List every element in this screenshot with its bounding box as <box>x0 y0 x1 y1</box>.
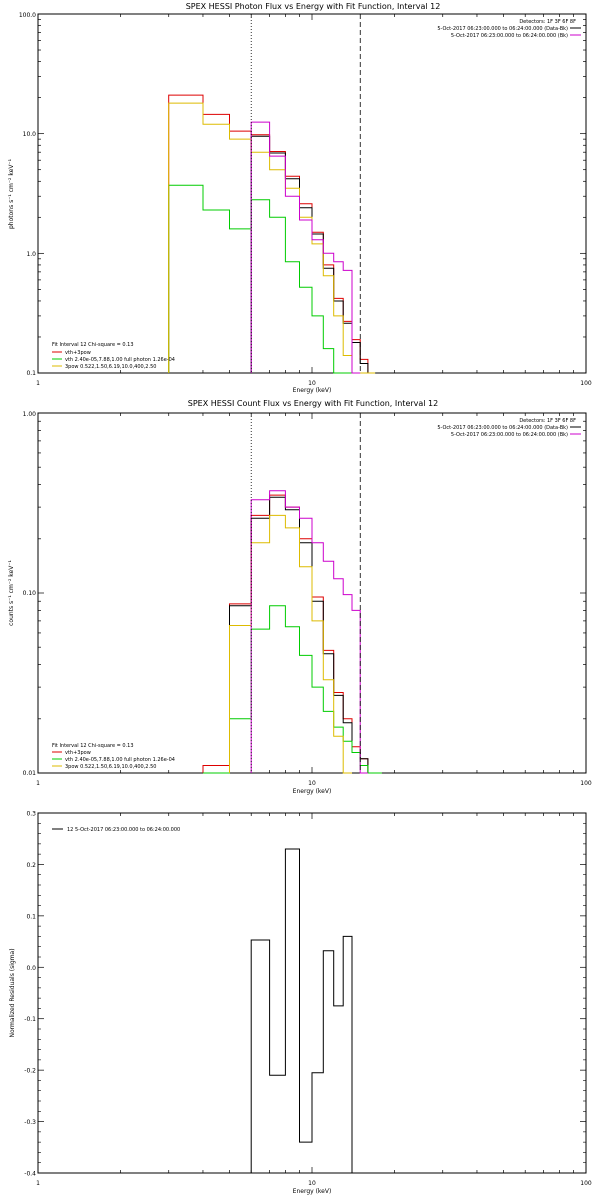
photon-x-axis-label: Energy (keV) <box>293 387 332 394</box>
count-series <box>202 490 382 774</box>
residuals-ytick-label: -0.4 <box>24 1171 36 1178</box>
count-axis-ticks <box>37 413 587 774</box>
photon-axis-ticks <box>37 14 587 374</box>
photon-xtick-1: 1 <box>36 380 40 387</box>
residuals-panel: 1 10 100 -0.4 -0.3 -0.2 -0.1 0.0 0.1 0.2 0.3 En… <box>9 811 592 1196</box>
residuals-yticks: -0.4 -0.3 -0.2 -0.1 0.0 0.1 0.2 0.3 <box>24 811 36 1178</box>
count-ytick-2: 1.00 <box>23 411 37 418</box>
count-legend-fit-header: Fit Interval 12 Chi-square = 0.13 <box>52 743 134 749</box>
photon-chart-title: SPEX HESSI Photon Flux vs Energy with Fi… <box>186 2 441 11</box>
photon-series-1 <box>250 135 376 374</box>
residuals-ytick-label: 0.1 <box>26 913 36 920</box>
photon-series-4 <box>250 121 361 374</box>
count-x-axis-label: Energy (keV) <box>293 788 332 795</box>
photon-legend-bottomleft: Fit Interval 12 Chi-square = 0.13 vth+3p… <box>52 342 175 370</box>
residuals-xtick-1: 1 <box>36 1180 40 1187</box>
photon-legend-detectors: Detectors: 1F 3F 6F 8F <box>519 19 576 25</box>
photon-legend-databk: 5-Oct-2017 06:23:00.000 to 06:24:00.000 … <box>437 26 568 32</box>
photon-ytick-2: 10.0 <box>23 131 37 138</box>
count-ytick-0: 0.01 <box>23 770 37 777</box>
count-legend-bottomleft: Fit Interval 12 Chi-square = 0.13 vth+3p… <box>52 743 175 770</box>
count-series-1 <box>229 496 369 773</box>
residuals-ytick-label: 0.2 <box>26 862 36 869</box>
count-series-3 <box>229 514 352 774</box>
photon-xtick-10: 10 <box>308 380 316 387</box>
residuals-ytick-label: -0.2 <box>24 1068 36 1075</box>
photon-ytick-1: 1.0 <box>26 251 36 258</box>
residuals-axis-ticks <box>37 812 587 1174</box>
photon-legend-topright: Detectors: 1F 3F 6F 8F 5-Oct-2017 06:23:… <box>437 19 581 39</box>
residuals-ytick-label: 0.3 <box>26 811 36 818</box>
photon-plot-frame <box>37 13 587 374</box>
count-legend-bk: 5-Oct-2017 06:23:00.000 to 06:24:00.000 … <box>451 432 568 438</box>
residuals-ytick-label: 0.0 <box>26 965 36 972</box>
photon-series-0 <box>168 94 376 374</box>
photon-xtick-100: 100 <box>580 380 592 387</box>
count-chart-title: SPEX HESSI Count Flux vs Energy with Fit… <box>188 399 439 408</box>
photon-flux-panel: SPEX HESSI Photon Flux vs Energy with Fi… <box>8 2 592 394</box>
count-legend-3pow: 3pow 0.522,1.50,6.19,10.0,400,2.50 <box>65 764 156 770</box>
count-legend-detectors: Detectors: 1F 3F 6F 8F <box>519 418 576 424</box>
photon-ytick-3: 100.0 <box>19 12 36 19</box>
photon-legend-vth: vth 2.40e-05,7.88,1.00 full photon 1.26e… <box>65 357 175 363</box>
count-ytick-1: 0.10 <box>23 590 37 597</box>
photon-ytick-0: 0.1 <box>26 370 36 377</box>
residuals-ytick-label: -0.3 <box>24 1119 36 1126</box>
photon-series-2 <box>168 184 376 374</box>
photon-legend-total: vth+3pow <box>65 350 91 356</box>
count-xtick-100: 100 <box>580 780 592 787</box>
residuals-legend-text: 12 5-Oct-2017 06:23:00.000 to 06:24:00.0… <box>67 827 180 833</box>
residuals-xtick-100: 100 <box>580 1180 592 1187</box>
residuals-xtick-10: 10 <box>308 1180 316 1187</box>
count-legend-topright: Detectors: 1F 3F 6F 8F 5-Oct-2017 06:23:… <box>437 418 581 438</box>
count-xtick-10: 10 <box>308 780 316 787</box>
count-legend-vth: vth 2.40e-05,7.88,1.00 full photon 1.26e… <box>65 757 175 763</box>
count-xtick-1: 1 <box>36 780 40 787</box>
photon-series-3 <box>168 102 376 374</box>
photon-legend-3pow: 3pow 0.522,1.50,6.19,10.0,400,2.50 <box>65 364 156 370</box>
residuals-y-axis-label: Normalized Residuals (sigma) <box>9 948 16 1037</box>
residuals-x-axis-label: Energy (keV) <box>293 1188 332 1195</box>
residuals-legend: 12 5-Oct-2017 06:23:00.000 to 06:24:00.0… <box>52 827 180 833</box>
residuals-series <box>250 848 361 1174</box>
photon-series <box>168 94 376 374</box>
count-flux-panel: SPEX HESSI Count Flux vs Energy with Fit… <box>8 399 592 795</box>
count-legend-databk: 5-Oct-2017 06:23:00.000 to 06:24:00.000 … <box>437 425 568 431</box>
count-y-axis-label: counts s⁻¹ cm⁻² keV⁻¹ <box>8 560 15 626</box>
photon-legend-fit-header: Fit Interval 12 Chi-square = 0.13 <box>52 342 134 348</box>
residuals-series-0 <box>250 848 361 1174</box>
residuals-ytick-label: -0.1 <box>24 1016 36 1023</box>
count-series-4 <box>250 490 368 774</box>
count-legend-total: vth+3pow <box>65 750 91 756</box>
photon-y-axis-label: photons s⁻¹ cm⁻² keV⁻¹ <box>8 158 15 229</box>
photon-legend-bk: 5-Oct-2017 06:23:00.000 to 06:24:00.000 … <box>451 33 568 39</box>
